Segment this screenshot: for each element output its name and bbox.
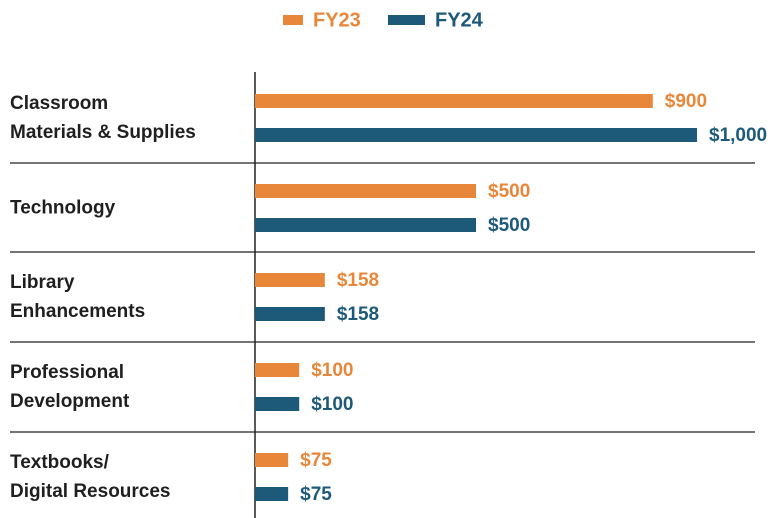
value-label: $75 (300, 450, 332, 471)
bar (255, 453, 289, 467)
category-label: Classroom Materials & Supplies (10, 93, 196, 143)
value-label: $158 (337, 270, 379, 291)
legend-label: FY24 (435, 9, 484, 31)
bar (255, 397, 300, 411)
legend-swatch (388, 15, 425, 25)
legend-label: FY23 (313, 9, 361, 31)
bar (255, 273, 325, 287)
category-label: Library Enhancements (10, 272, 146, 322)
category-label: Professional Development (10, 362, 130, 412)
bar (255, 184, 476, 198)
value-label: $500 (488, 181, 530, 202)
value-label: $900 (665, 91, 707, 112)
bar (255, 218, 476, 232)
category-label: Textbooks/ Digital Resources (10, 452, 171, 502)
legend-swatch (283, 15, 303, 25)
value-label: $100 (311, 360, 353, 381)
bar (255, 128, 697, 142)
value-label: $1,000 (709, 125, 767, 146)
value-label: $100 (311, 394, 353, 415)
bar (255, 363, 300, 377)
value-label: $158 (337, 304, 379, 325)
value-label: $500 (488, 215, 530, 236)
value-label: $75 (300, 484, 332, 505)
bar (255, 94, 653, 108)
bar (255, 487, 289, 501)
bar (255, 307, 325, 321)
category-label: Technology (10, 197, 116, 219)
